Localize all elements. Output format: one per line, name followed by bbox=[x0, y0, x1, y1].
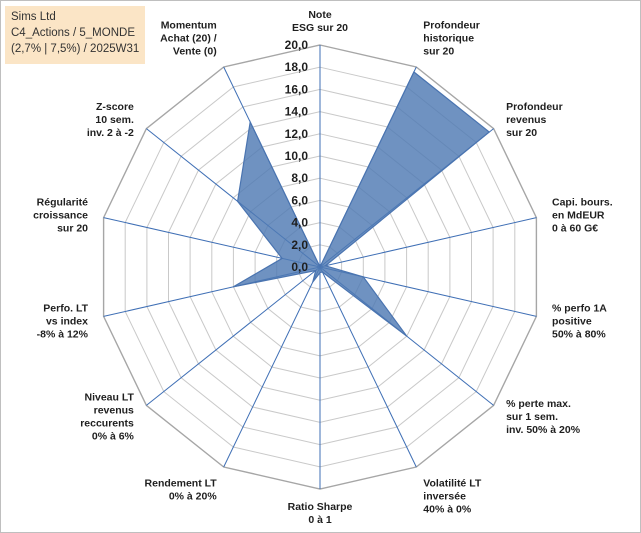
axis-label-line: vs index bbox=[46, 316, 88, 328]
axis-label-line: sur 20 bbox=[57, 223, 88, 235]
axis-label-line: 0% à 20% bbox=[169, 490, 218, 502]
axis-label-line: en MdEUR bbox=[552, 210, 605, 222]
axis-label-line: positive bbox=[552, 316, 592, 328]
axis-label-line: Niveau LT bbox=[84, 391, 134, 403]
axis-label: Régularité croissance sur 20 bbox=[33, 197, 88, 235]
axis-label-line: -8% à 12% bbox=[37, 329, 89, 341]
axis-label-line: Vente (0) bbox=[173, 46, 217, 58]
axis-label: % perte max. sur 1 sem. inv. 50% à 20% bbox=[506, 398, 581, 436]
axis-label-line: Rendement LT bbox=[145, 477, 218, 489]
axis-label: Profondeur historique sur 20 bbox=[423, 20, 480, 58]
tick-labels: 0,0 2,0 4,0 6,0 8,0 10,0 12,0 14,0 16,0 18,0 20,0 bbox=[285, 38, 309, 274]
tick-label: 16,0 bbox=[285, 82, 309, 96]
axis-label-line: sur 20 bbox=[423, 46, 454, 58]
axis-label-line: 0 à 1 bbox=[308, 514, 332, 526]
axis-label-line: historique bbox=[423, 33, 474, 45]
axis-label-line: inv. 2 à -2 bbox=[87, 127, 134, 139]
axis-label-line: 50% à 80% bbox=[552, 329, 606, 341]
axis-label-line: Régularité bbox=[37, 197, 89, 209]
axis-label-line: Achat (20) / bbox=[160, 33, 217, 45]
axis-label: Rendement LT 0% à 20% bbox=[145, 477, 218, 502]
tick-label: 18,0 bbox=[285, 60, 309, 74]
axis-label: Volatilité LT inversée 40% à 0% bbox=[423, 477, 482, 515]
axis-label-line: Profondeur bbox=[506, 101, 563, 113]
axis-label-line: Momentum bbox=[161, 20, 217, 32]
axis-spoke bbox=[319, 217, 537, 268]
axis-label-line: croissance bbox=[33, 210, 88, 222]
axis-label-line: % perte max. bbox=[506, 398, 571, 410]
axis-label-line: Perfo. LT bbox=[43, 303, 88, 315]
tick-label: 20,0 bbox=[285, 38, 309, 52]
axis-label-line: Ratio Sharpe bbox=[288, 501, 353, 513]
axis-label-line: Profondeur bbox=[423, 20, 480, 32]
axis-label-line: Note bbox=[308, 9, 331, 21]
title-box: Sims Ltd C4_Actions / 5_MONDE (2,7% | 7,… bbox=[5, 6, 145, 64]
data-series bbox=[233, 71, 491, 337]
axis-spoke bbox=[146, 266, 321, 406]
tick-label: 12,0 bbox=[285, 127, 309, 141]
title-category: C4_Actions / 5_MONDE bbox=[11, 27, 135, 39]
axis-labels: Note ESG sur 20 Profondeur historique sur 20… bbox=[33, 9, 613, 526]
axis-label: Perfo. LT vs index -8% à 12% bbox=[37, 303, 89, 341]
axis-label: Z-score 10 sem. inv. 2 à -2 bbox=[87, 101, 134, 139]
axis-label-line: ESG sur 20 bbox=[292, 22, 348, 34]
tick-label: 14,0 bbox=[285, 105, 309, 119]
axis-label: Note ESG sur 20 bbox=[292, 9, 348, 34]
axis-label-line: inv. 50% à 20% bbox=[506, 424, 581, 436]
title-company: Sims Ltd bbox=[11, 11, 56, 23]
tick-label: 8,0 bbox=[291, 171, 308, 185]
axis-label-line: 40% à 0% bbox=[423, 503, 472, 515]
tick-label: 10,0 bbox=[285, 149, 309, 163]
axis-label-line: revenus bbox=[506, 114, 546, 126]
tick-label: 0,0 bbox=[291, 260, 308, 274]
axis-label-line: % perfo 1A bbox=[552, 303, 607, 315]
tick-label: 2,0 bbox=[291, 238, 308, 252]
axis-label: Capi. bours. en MdEUR 0 à 60 G€ bbox=[552, 197, 613, 235]
tick-label: 4,0 bbox=[291, 216, 308, 230]
axis-label: Ratio Sharpe 0 à 1 bbox=[288, 501, 353, 526]
axis-label: Profondeur revenus sur 20 bbox=[506, 101, 563, 139]
axis-label-line: Z-score bbox=[96, 101, 134, 113]
axis-spoke bbox=[223, 266, 321, 468]
axis-label-line: 10 sem. bbox=[95, 114, 134, 126]
axis-label-line: 0 à 60 G€ bbox=[552, 223, 598, 235]
axis-label-line: sur 20 bbox=[506, 127, 537, 139]
axis-label-line: sur 1 sem. bbox=[506, 411, 558, 423]
tick-label: 6,0 bbox=[291, 193, 308, 207]
axis-label-line: revenus bbox=[94, 404, 134, 416]
title-period: (2,7% | 7,5%) / 2025W31 bbox=[11, 43, 140, 55]
axis-label: % perfo 1A positive 50% à 80% bbox=[552, 303, 607, 341]
axis-label-line: reccurents bbox=[80, 417, 134, 429]
axis-label-line: 0% à 6% bbox=[92, 430, 135, 442]
axis-label: Momentum Achat (20) / Vente (0) bbox=[160, 20, 217, 58]
axis-label-line: inversée bbox=[423, 490, 466, 502]
axis-label-line: Volatilité LT bbox=[423, 477, 482, 489]
axis-label: Niveau LT revenus reccurents 0% à 6% bbox=[80, 391, 134, 442]
axis-label-line: Capi. bours. bbox=[552, 197, 613, 209]
axis-spoke bbox=[319, 266, 417, 468]
